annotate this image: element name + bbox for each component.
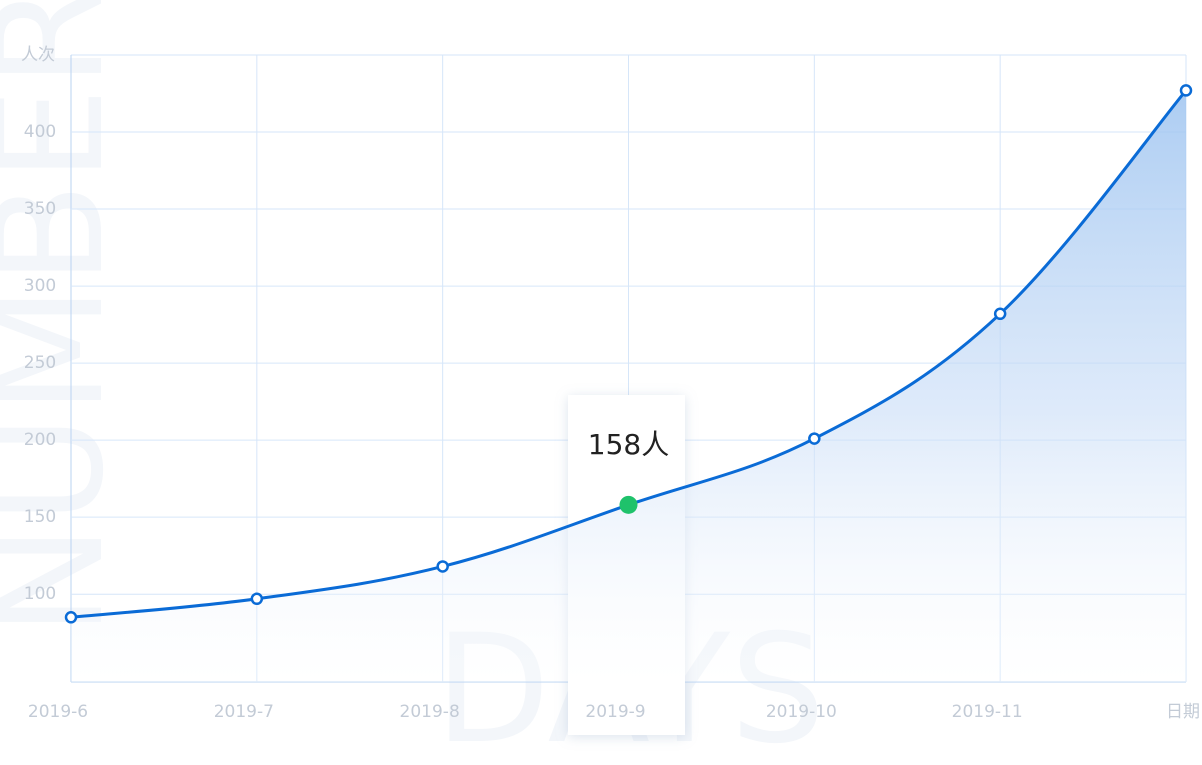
x-tick-label: 2019-10: [766, 702, 837, 722]
point: [993, 307, 1007, 321]
x-tick-label: 2019-8: [400, 702, 460, 722]
x-tick-label: 2019-7: [214, 702, 274, 722]
y-tick-label: 150: [24, 507, 56, 527]
y-tick-label: 400: [24, 122, 56, 142]
point: [250, 592, 264, 606]
y-tick-label: 300: [24, 276, 56, 296]
highlight-point: [619, 495, 638, 514]
x-tick-label: 2019-9: [585, 702, 645, 722]
point: [64, 611, 78, 624]
y-tick-label: 350: [24, 199, 56, 219]
y-tick-label: 200: [24, 430, 56, 450]
y-tick-label: 100: [24, 584, 56, 604]
watermark: NUMBER: [0, 0, 137, 637]
area: [71, 90, 1186, 682]
point: [436, 560, 449, 573]
x-tick-label: 2019-11: [952, 702, 1023, 722]
x-tick-label: 2019-6: [28, 702, 88, 722]
point: [808, 432, 821, 445]
y-tick-label: 250: [24, 353, 56, 373]
data-label: 158人: [588, 428, 669, 461]
x-axis-label: 日期: [1166, 702, 1200, 722]
y-axis-label: 人次: [21, 45, 55, 65]
point: [1179, 84, 1193, 97]
